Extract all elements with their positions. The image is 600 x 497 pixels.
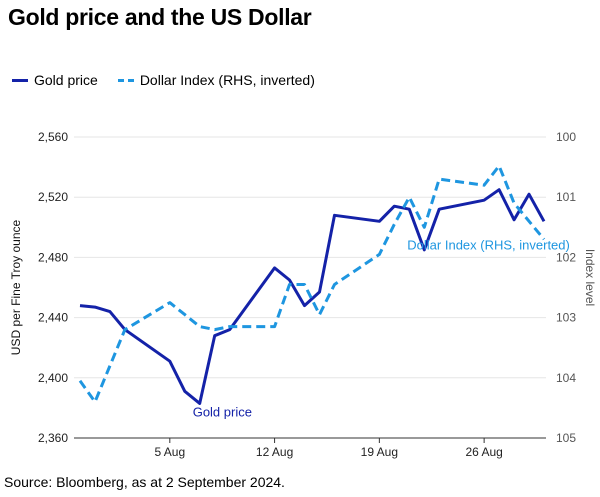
y-axis-title-right: Index level [583, 249, 597, 306]
x-tick-label: 12 Aug [256, 445, 293, 459]
y-tick-label-right: 104 [556, 371, 576, 385]
legend-label-dollar: Dollar Index (RHS, inverted) [139, 72, 315, 88]
x-tick-label: 19 Aug [361, 445, 398, 459]
y-tick-label-left: 2,440 [38, 311, 68, 325]
chart-plot: 2,360 2,400 2,440 2,480 2,520 2,560 100 101 102 1… [9, 130, 597, 459]
annotation-gold: Gold price [193, 404, 252, 419]
y-tick-label-left: 2,560 [38, 130, 68, 144]
chart-legend: Gold price Dollar Index (RHS, inverted) [12, 72, 335, 88]
source-note: Source: Bloomberg, as at 2 September 202… [4, 474, 285, 490]
x-tick-label: 26 Aug [465, 445, 502, 459]
legend-swatch-gold [12, 78, 28, 82]
chart-title: Gold price and the US Dollar [8, 4, 312, 30]
series-line-dollar [78, 164, 546, 404]
y-tick-label-left: 2,480 [38, 250, 68, 264]
x-tick-label: 5 Aug [154, 445, 185, 459]
series-line-gold [79, 188, 546, 405]
y-tick-label-right: 102 [556, 250, 576, 264]
y-tick-label-left: 2,360 [38, 431, 68, 445]
y-tick-label-right: 100 [556, 130, 576, 144]
y-axis-title-left: USD per Fine Troy ounce [9, 219, 23, 355]
y-tick-label-left: 2,520 [38, 190, 68, 204]
y-tick-label-right: 105 [556, 431, 576, 445]
y-tick-label-right: 103 [556, 311, 576, 325]
legend-swatch-dollar [117, 78, 134, 82]
y-tick-label-right: 101 [556, 190, 576, 204]
y-tick-label-left: 2,400 [38, 371, 68, 385]
legend-item-gold: Gold price [12, 72, 98, 88]
legend-item-dollar: Dollar Index (RHS, inverted) [117, 72, 315, 88]
annotation-dollar: Dollar Index (RHS, inverted) [407, 237, 570, 252]
legend-label-gold: Gold price [34, 72, 98, 88]
